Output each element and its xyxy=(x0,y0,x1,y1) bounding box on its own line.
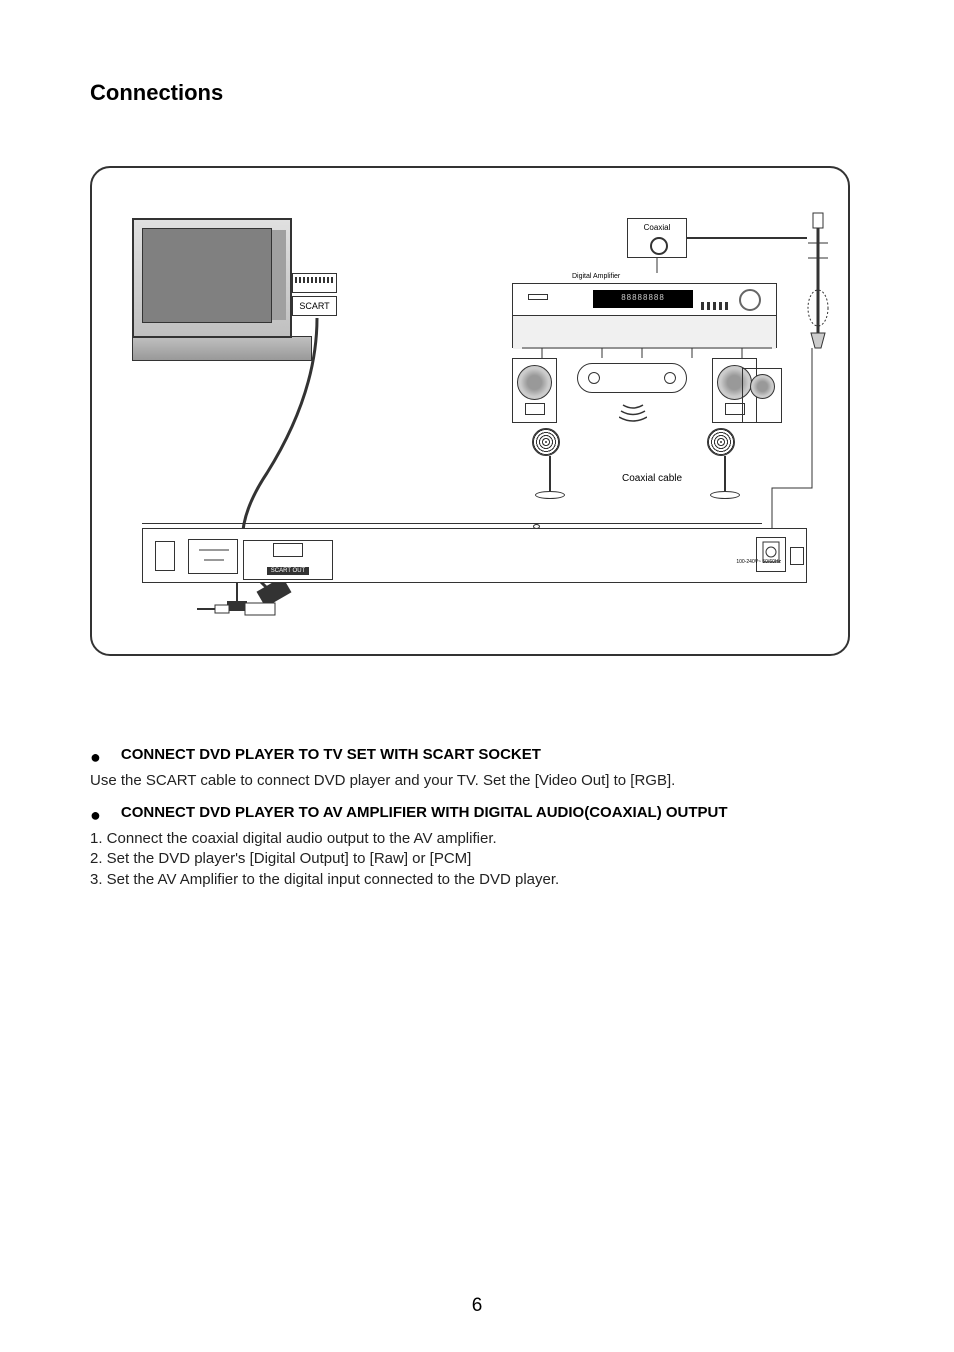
page-title: Connections xyxy=(90,80,864,106)
bullet-icon: ● xyxy=(90,804,101,827)
surround-left-speaker-icon xyxy=(532,428,567,508)
bullet-item: ● CONNECT DVD PLAYER TO TV SET WITH SCAR… xyxy=(90,746,864,769)
page-number: 6 xyxy=(0,1295,954,1317)
instructions-section: ● CONNECT DVD PLAYER TO TV SET WITH SCAR… xyxy=(90,746,864,890)
front-left-speaker-icon xyxy=(512,358,557,423)
scart-plug-icon xyxy=(187,583,287,628)
scart-connector-icon xyxy=(292,273,337,293)
center-grill-icon xyxy=(619,403,647,423)
section-heading: CONNECT DVD PLAYER TO TV SET WITH SCART … xyxy=(121,746,541,763)
section-heading: CONNECT DVD PLAYER TO AV AMPLIFIER WITH … xyxy=(121,804,728,821)
coaxial-port-label: Coaxial xyxy=(627,218,687,258)
dvd-top-edge xyxy=(142,523,762,524)
body-line: 1. Connect the coaxial digital audio out… xyxy=(90,829,864,849)
coaxial-text: Coaxial xyxy=(644,223,671,232)
scart-out-label: SCART OUT xyxy=(267,567,309,575)
amplifier-label: Digital Amplifier xyxy=(572,273,620,280)
bullet-item: ● CONNECT DVD PLAYER TO AV AMPLIFIER WIT… xyxy=(90,804,864,827)
body-line: 3. Set the AV Amplifier to the digital i… xyxy=(90,870,864,890)
connection-diagram: SCART Coaxial Digital Amplifier 88888888 xyxy=(90,166,850,656)
coaxial-cable-line xyxy=(652,258,832,538)
body-paragraph: Use the SCART cable to connect DVD playe… xyxy=(90,771,864,791)
voltage-label: 100-240V~ 50/60Hz xyxy=(736,559,781,565)
bullet-icon: ● xyxy=(90,746,101,769)
body-line: 2. Set the DVD player's [Digital Output]… xyxy=(90,849,864,869)
dvd-player-illustration: SCART OUT 100-240V~ 50/60Hz xyxy=(142,528,807,583)
